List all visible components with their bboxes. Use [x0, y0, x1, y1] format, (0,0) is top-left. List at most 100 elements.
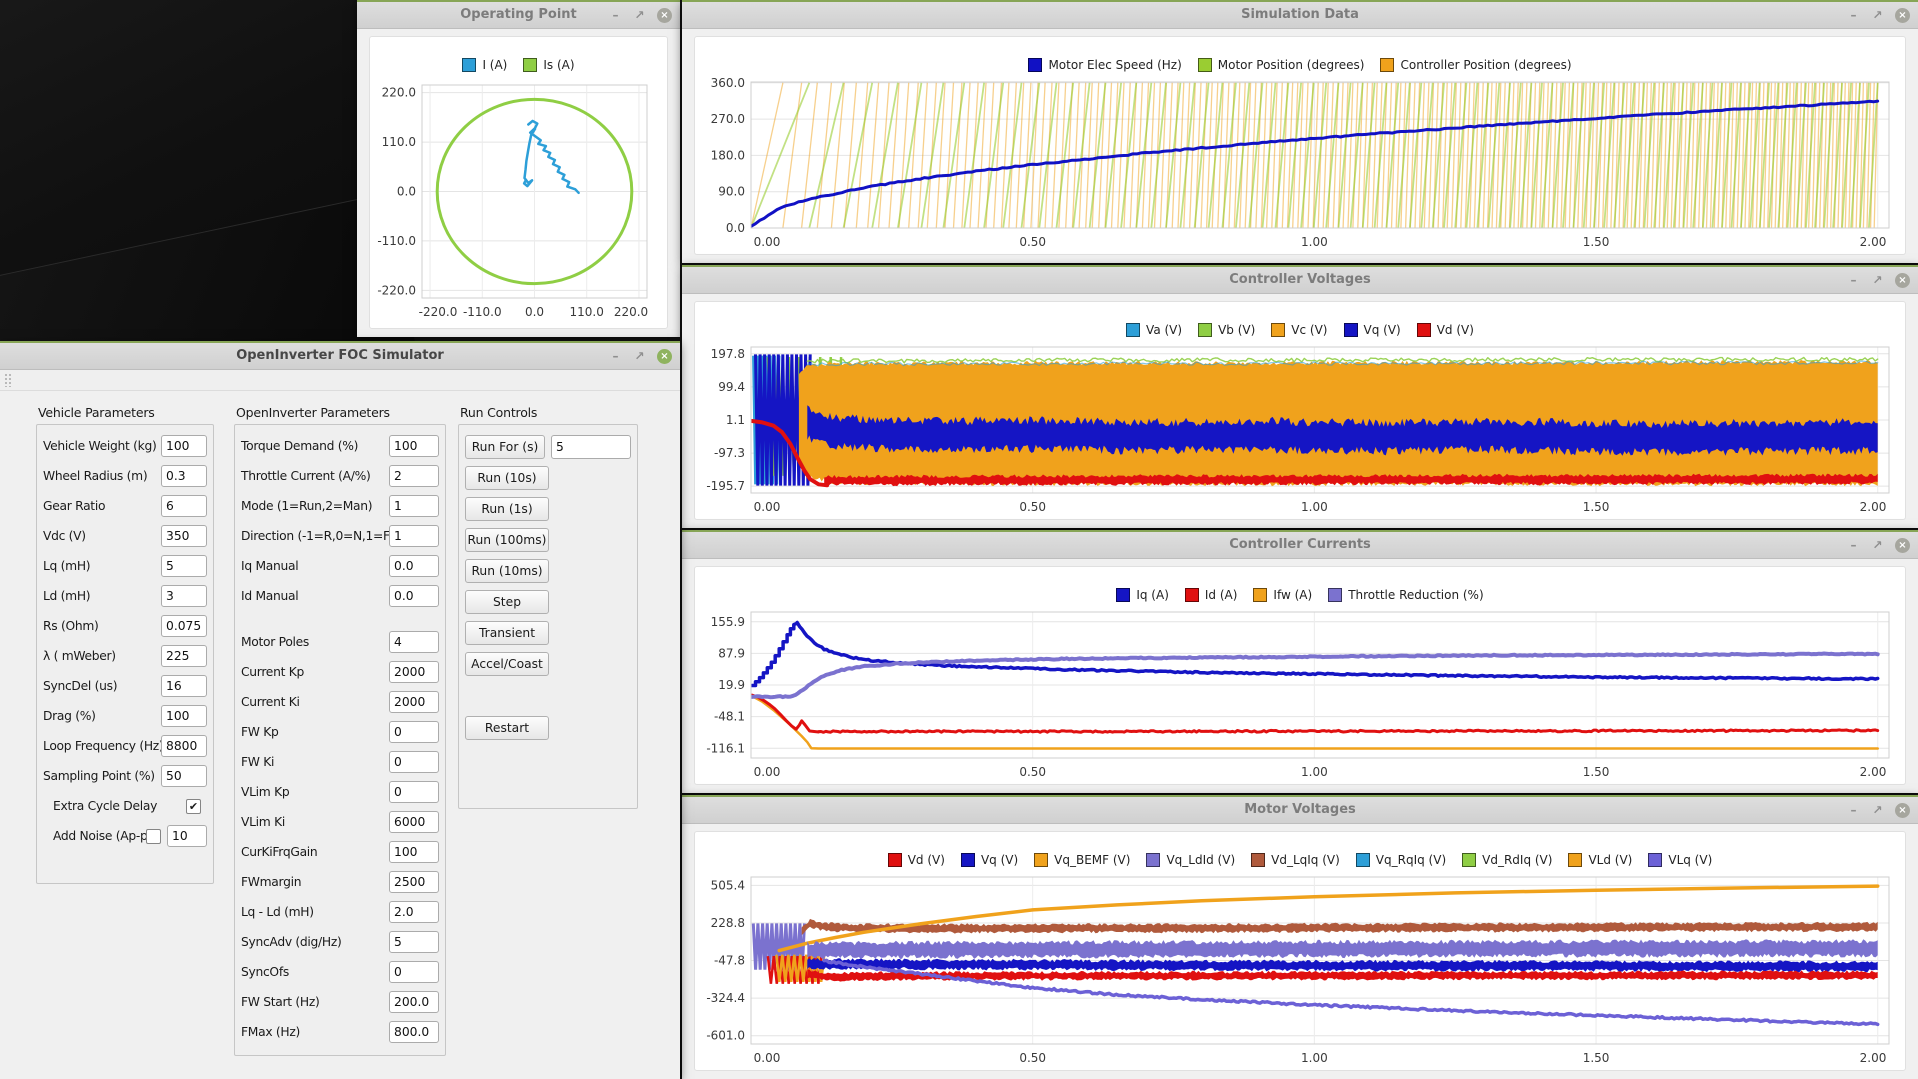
restore-icon[interactable]: ↗: [1872, 8, 1883, 22]
legend-item: VLq (V): [1648, 853, 1712, 867]
param-row: Lq (mH): [43, 555, 207, 577]
param-label: λ ( mWeber): [43, 649, 116, 663]
legend-swatch-icon: [1355, 853, 1370, 867]
legend-label: I (A): [482, 58, 508, 72]
titlebar-simulation-data[interactable]: Simulation Data – ↗ ×: [682, 2, 1918, 29]
restore-icon[interactable]: ↗: [1872, 273, 1883, 287]
svg-text:197.8: 197.8: [711, 347, 745, 361]
run-100ms-button[interactable]: Run (100ms): [465, 528, 549, 552]
param-input[interactable]: [161, 435, 207, 457]
param-row: Current Ki: [241, 691, 439, 713]
param-label: FW Kp: [241, 725, 279, 739]
svg-text:1.50: 1.50: [1583, 1051, 1610, 1065]
param-input[interactable]: [389, 961, 439, 983]
window-foc-simulator: OpenInverter FOC Simulator – ↗ × Vehicle…: [0, 341, 680, 1079]
param-input[interactable]: [389, 721, 439, 743]
restore-icon[interactable]: ↗: [634, 349, 645, 363]
param-label: Extra Cycle Delay: [53, 799, 158, 813]
param-row: VLim Ki: [241, 811, 439, 833]
param-input[interactable]: [161, 765, 207, 787]
transient-button[interactable]: Transient: [465, 621, 549, 645]
param-input[interactable]: [389, 751, 439, 773]
param-label: SyncAdv (dig/Hz): [241, 935, 342, 949]
param-input[interactable]: [161, 585, 207, 607]
minimize-icon[interactable]: –: [1850, 803, 1857, 817]
param-input[interactable]: [161, 525, 207, 547]
restore-icon[interactable]: ↗: [634, 8, 645, 22]
minimize-icon[interactable]: –: [612, 8, 619, 22]
accel-coast-button[interactable]: Accel/Coast: [465, 652, 549, 676]
param-input[interactable]: [389, 525, 439, 547]
titlebar-controller-voltages[interactable]: Controller Voltages – ↗ ×: [682, 267, 1918, 294]
param-label: Vehicle Weight (kg): [43, 439, 157, 453]
checkbox[interactable]: ✔: [186, 798, 201, 814]
param-input[interactable]: [389, 991, 439, 1013]
param-input[interactable]: [161, 465, 207, 487]
legend-label: Vq_BEMF (V): [1054, 853, 1131, 867]
titlebar-controller-currents[interactable]: Controller Currents – ↗ ×: [682, 532, 1918, 559]
param-input[interactable]: [161, 675, 207, 697]
param-input[interactable]: [167, 825, 207, 847]
param-input[interactable]: [389, 661, 439, 683]
param-input[interactable]: [389, 1021, 439, 1043]
run-1s-button[interactable]: Run (1s): [465, 497, 549, 521]
close-icon[interactable]: ×: [1895, 537, 1910, 553]
param-input[interactable]: [389, 781, 439, 803]
param-input[interactable]: [161, 495, 207, 517]
run-for-button[interactable]: Run For (s): [465, 435, 545, 459]
param-input[interactable]: [389, 631, 439, 653]
param-input[interactable]: [389, 841, 439, 863]
svg-text:-116.1: -116.1: [706, 741, 745, 755]
restore-icon[interactable]: ↗: [1872, 538, 1883, 552]
restore-icon[interactable]: ↗: [1872, 803, 1883, 817]
close-icon[interactable]: ×: [1895, 802, 1910, 818]
group-box: Run For (s) Run (10s) Run (1s) Run (100ms) R…: [458, 424, 638, 809]
param-input[interactable]: [389, 811, 439, 833]
param-input[interactable]: [161, 705, 207, 727]
titlebar-motor-voltages[interactable]: Motor Voltages – ↗ ×: [682, 797, 1918, 824]
titlebar-foc-simulator[interactable]: OpenInverter FOC Simulator – ↗ ×: [0, 343, 680, 370]
run-for-input[interactable]: [551, 435, 631, 459]
close-icon[interactable]: ×: [657, 348, 672, 364]
svg-text:220.0: 220.0: [382, 86, 416, 100]
param-input[interactable]: [389, 555, 439, 577]
run-10ms-button[interactable]: Run (10ms): [465, 559, 549, 583]
param-input[interactable]: [389, 435, 439, 457]
close-icon[interactable]: ×: [657, 7, 672, 23]
titlebar-operating-point[interactable]: Operating Point – ↗ ×: [357, 2, 680, 29]
toolbar-grip-icon[interactable]: [4, 373, 12, 387]
param-input[interactable]: [389, 585, 439, 607]
checkbox[interactable]: [146, 828, 161, 844]
param-input[interactable]: [389, 901, 439, 923]
legend-swatch-icon: [462, 58, 477, 72]
close-icon[interactable]: ×: [1895, 7, 1910, 23]
minimize-icon[interactable]: –: [612, 349, 619, 363]
group-box: Vehicle Weight (kg) Wheel Radius (m) Gear …: [36, 424, 214, 884]
minimize-icon[interactable]: –: [1850, 538, 1857, 552]
legend-item: Id (A): [1184, 588, 1237, 602]
param-input[interactable]: [389, 871, 439, 893]
legend-swatch-icon: [1146, 853, 1161, 867]
legend-item: Va (V): [1126, 323, 1182, 337]
step-button[interactable]: Step: [465, 590, 549, 614]
legend-swatch-icon: [1462, 853, 1477, 867]
param-input[interactable]: [389, 691, 439, 713]
run-10s-button[interactable]: Run (10s): [465, 466, 549, 490]
legend-label: VLq (V): [1668, 853, 1713, 867]
param-input[interactable]: [161, 645, 207, 667]
param-input[interactable]: [161, 735, 207, 757]
param-input[interactable]: [389, 931, 439, 953]
param-input[interactable]: [389, 465, 439, 487]
close-icon[interactable]: ×: [1895, 272, 1910, 288]
run-controls-column: Run Controls Run For (s) Run (10s) Run (1s)…: [458, 405, 638, 809]
param-input[interactable]: [161, 615, 207, 637]
minimize-icon[interactable]: –: [1850, 8, 1857, 22]
svg-text:0.00: 0.00: [754, 235, 781, 249]
param-row: Rs (Ohm): [43, 615, 207, 637]
restart-button[interactable]: Restart: [465, 716, 549, 740]
minimize-icon[interactable]: –: [1850, 273, 1857, 287]
legend-label: Motor Elec Speed (Hz): [1048, 58, 1182, 72]
param-input[interactable]: [161, 555, 207, 577]
param-input[interactable]: [389, 495, 439, 517]
toolbar: [0, 370, 680, 391]
